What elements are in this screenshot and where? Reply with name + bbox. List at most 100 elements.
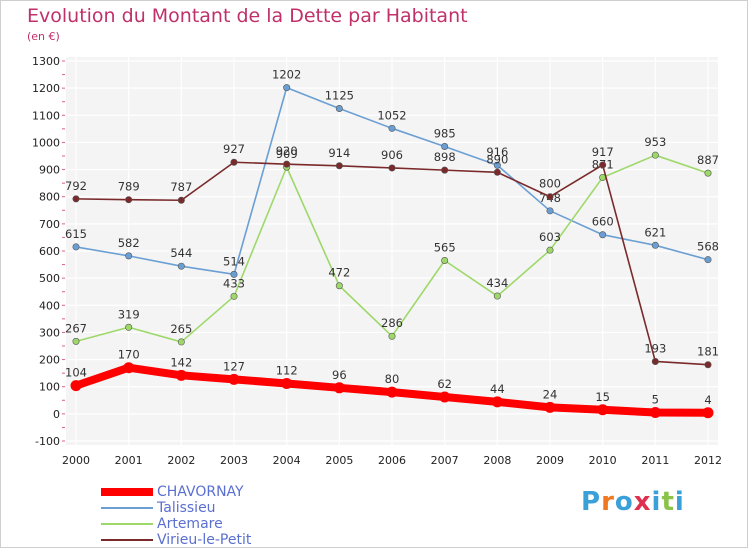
data-point	[704, 361, 712, 369]
data-label: 792	[65, 179, 87, 193]
data-point	[335, 282, 343, 290]
data-label: 898	[434, 150, 456, 164]
data-point	[388, 124, 396, 132]
data-label: 953	[644, 135, 666, 149]
data-point	[441, 256, 449, 264]
data-label: 4	[704, 393, 711, 407]
x-tick-label: 2004	[273, 454, 301, 467]
data-point	[72, 195, 80, 203]
data-label: 615	[65, 227, 87, 241]
series-talissieu: 6155825445141202112510529859167486606215…	[65, 68, 719, 278]
data-point	[177, 338, 185, 346]
logo-letter: t	[661, 487, 675, 517]
legend-swatch	[101, 488, 153, 496]
data-label: 544	[170, 246, 192, 260]
data-label: 319	[118, 307, 140, 321]
y-tick-label: 1000	[32, 136, 60, 149]
data-point	[651, 241, 659, 249]
data-label: 433	[223, 276, 245, 290]
data-point	[704, 256, 712, 264]
x-tick-label: 2008	[483, 454, 511, 467]
x-tick-label: 2007	[431, 454, 459, 467]
x-tick-label: 2006	[378, 454, 406, 467]
legend-swatch	[101, 507, 153, 509]
legend-label: Virieu-le-Petit	[157, 532, 252, 548]
data-label: 660	[592, 215, 614, 229]
data-label: 565	[434, 241, 456, 255]
y-tick-label: 1300	[32, 55, 60, 68]
data-label: 906	[381, 148, 403, 162]
y-tick-label: 800	[39, 191, 60, 204]
data-point	[702, 407, 714, 419]
data-point	[72, 243, 80, 251]
x-tick-label: 2009	[536, 454, 564, 467]
x-tick-label: 2003	[220, 454, 248, 467]
logo-letter: i	[674, 487, 685, 517]
data-point	[386, 386, 398, 398]
x-tick-label: 2010	[589, 454, 617, 467]
y-tick-label: 700	[39, 218, 60, 231]
data-point	[704, 169, 712, 177]
data-point	[177, 196, 185, 204]
data-point	[230, 270, 238, 278]
data-label: 112	[276, 363, 298, 377]
data-label: 927	[223, 142, 245, 156]
data-point	[544, 401, 556, 413]
x-tick-label: 2001	[115, 454, 143, 467]
data-point	[388, 332, 396, 340]
series-virieu-le-petit: 792 789 787 927 920 914 906 898 890 800 917 193 181	[65, 142, 719, 369]
y-tick-label: 500	[39, 272, 60, 285]
data-label: 890	[486, 152, 508, 166]
data-point	[228, 373, 240, 385]
data-point	[335, 105, 343, 113]
legend-label: Talissieu	[157, 500, 216, 516]
legend-label: Artemare	[157, 516, 223, 532]
data-point	[125, 252, 133, 260]
legend-swatch	[101, 523, 153, 525]
data-label: 916	[486, 145, 508, 159]
series-chavornay: 104 170 142 127 112 96 80 62 44 24 15 5 4	[65, 348, 714, 419]
data-point	[177, 262, 185, 270]
x-tick-label: 2011	[641, 454, 669, 467]
data-label: 787	[170, 180, 192, 194]
data-label: 142	[170, 355, 192, 369]
data-point	[597, 404, 609, 416]
proxiti-logo: Proxiti	[581, 487, 685, 517]
data-point	[493, 168, 501, 176]
data-point	[493, 161, 501, 169]
y-tick-label: 1100	[32, 109, 60, 122]
data-label: 265	[170, 322, 192, 336]
x-tick-label: 2005	[325, 454, 353, 467]
data-point	[70, 380, 82, 392]
data-label: 568	[697, 240, 719, 254]
data-label: 44	[490, 382, 505, 396]
data-point	[175, 369, 187, 381]
data-label: 127	[223, 359, 245, 373]
data-label: 582	[118, 236, 140, 250]
data-point	[546, 246, 554, 254]
data-point	[649, 407, 661, 418]
data-point	[441, 143, 449, 151]
data-label: 917	[592, 145, 614, 159]
x-tick-label: 2002	[167, 454, 195, 467]
data-point	[651, 151, 659, 159]
data-label: 1125	[325, 89, 354, 103]
logo-letter: P	[581, 487, 602, 517]
data-label: 920	[276, 144, 298, 158]
data-label: 1202	[272, 68, 301, 82]
chart-subtitle: (en €)	[27, 30, 60, 43]
logo-letter: r	[601, 487, 615, 517]
data-label: 193	[644, 341, 666, 355]
data-label: 985	[434, 127, 456, 141]
chart-title: Evolution du Montant de la Dette par Hab…	[27, 5, 468, 27]
data-label: 62	[437, 377, 452, 391]
y-tick-label: 1200	[32, 82, 60, 95]
logo-letter: o	[614, 487, 634, 517]
y-tick-label: 300	[39, 326, 60, 339]
y-tick-label: 200	[39, 354, 60, 367]
data-label: 170	[118, 348, 140, 362]
data-label: 472	[328, 266, 350, 280]
data-label: 434	[486, 276, 508, 290]
data-point	[281, 377, 293, 389]
